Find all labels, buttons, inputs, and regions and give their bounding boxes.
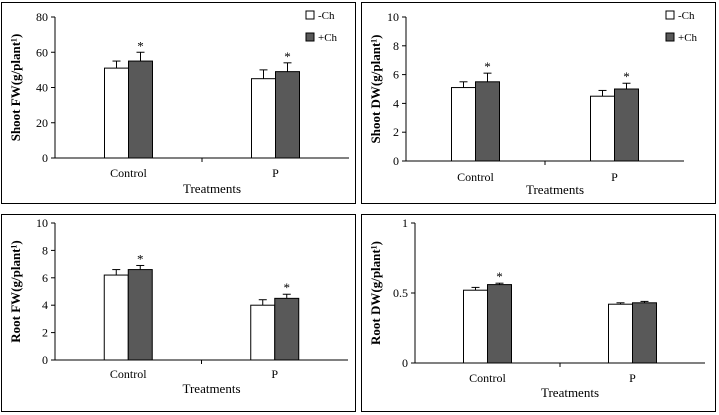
x-tick-label: P <box>611 170 618 184</box>
bar-minus-ch <box>251 78 276 159</box>
y-tick-label: 1 <box>402 216 408 230</box>
y-tick-label: 10 <box>387 10 399 24</box>
y-tick-label: 80 <box>36 10 48 24</box>
x-axis-title: Treatments <box>541 385 599 400</box>
y-axis-title: Shoot DW(g/plant¹) <box>368 35 383 144</box>
y-axis-title: Shoot FW(g/plant¹) <box>8 34 23 142</box>
bar-plus-ch <box>274 297 300 361</box>
legend-label-minus-ch: -Ch <box>318 10 335 22</box>
y-tick-label: 20 <box>36 116 48 130</box>
significance-asterisk: * <box>623 69 630 84</box>
legend-swatch-plus-ch <box>665 32 675 42</box>
bar-plus-ch <box>475 81 500 162</box>
legend-swatch-minus-ch <box>665 10 675 20</box>
y-tick-label: 0 <box>42 353 48 367</box>
chart-svg: 0 0.5 1 Control * P Treatments Root DW(g/plant¹… <box>368 216 705 400</box>
y-tick-label: 8 <box>393 39 399 53</box>
y-tick-label: 40 <box>36 81 48 95</box>
x-axis-title: Treatments <box>526 182 584 197</box>
significance-asterisk: * <box>496 269 503 284</box>
bar-minus-ch <box>104 67 129 159</box>
y-axis-title: Root DW(g/plant¹) <box>368 241 383 345</box>
x-tick-label: P <box>629 371 636 385</box>
legend-label-plus-ch: +Ch <box>678 32 698 44</box>
legend-swatch-plus-ch <box>305 32 315 42</box>
root-fw-chart-panel: 0 2 4 6 8 10 Control * P * Treatments Root FW(g/pla… <box>1 214 356 412</box>
y-tick-label: 4 <box>393 96 399 110</box>
bar-minus-ch <box>608 303 633 364</box>
significance-asterisk: * <box>284 280 291 295</box>
y-tick-label: 6 <box>393 68 399 82</box>
x-axis-title: Treatments <box>182 381 240 396</box>
x-tick-label: Control <box>457 170 494 184</box>
shoot-dw-chart-panel: 0 2 4 6 8 10 Control * P * Treatments Shoot DW(g/pl… <box>361 2 716 204</box>
root-dw-chart-panel: 0 0.5 1 Control * P Treatments Root DW(g/plant¹… <box>361 214 716 412</box>
bar-plus-ch <box>128 60 153 159</box>
significance-asterisk: * <box>137 251 144 266</box>
x-tick-label: P <box>272 166 279 180</box>
bar-plus-ch <box>275 71 300 159</box>
bar-plus-ch <box>127 269 153 361</box>
chart-svg: 0 20 40 60 80 Control * P * Treatments Shoot FW(g/… <box>8 10 349 196</box>
bar-minus-ch <box>451 87 476 162</box>
y-tick-label: 2 <box>393 125 399 139</box>
significance-asterisk: * <box>484 59 491 74</box>
shoot-fw-chart-panel: 0 20 40 60 80 Control * P * Treatments Shoot FW(g/… <box>1 2 356 204</box>
significance-asterisk: * <box>137 38 144 53</box>
bar-plus-ch <box>614 88 639 162</box>
y-tick-label: 0 <box>42 151 48 165</box>
y-tick-label: 10 <box>36 216 48 230</box>
bar-minus-ch <box>463 289 488 364</box>
bar-plus-ch <box>487 284 512 364</box>
y-tick-label: 6 <box>42 271 48 285</box>
y-tick-label: 0.5 <box>393 286 408 300</box>
bar-plus-ch <box>632 302 657 364</box>
y-tick-label: 2 <box>42 326 48 340</box>
bar-minus-ch <box>250 304 276 361</box>
significance-asterisk: * <box>284 49 291 64</box>
y-tick-label: 8 <box>42 243 48 257</box>
x-axis-title: Treatments <box>183 181 241 196</box>
legend-label-plus-ch: +Ch <box>318 32 338 44</box>
x-tick-label: Control <box>469 371 506 385</box>
legend-label-minus-ch: -Ch <box>678 10 695 22</box>
x-tick-label: Control <box>110 166 147 180</box>
x-tick-label: P <box>271 367 278 381</box>
y-tick-label: 0 <box>402 356 408 370</box>
x-tick-label: Control <box>110 367 147 381</box>
y-tick-label: 60 <box>36 45 48 59</box>
bar-minus-ch <box>590 95 615 162</box>
y-tick-label: 0 <box>393 154 399 168</box>
bar-minus-ch <box>103 274 129 361</box>
legend-swatch-minus-ch <box>305 10 315 20</box>
y-tick-label: 4 <box>42 298 48 312</box>
chart-svg: 0 2 4 6 8 10 Control * P * Treatments Shoot DW(g/pl… <box>368 10 698 197</box>
y-axis-title: Root FW(g/plant¹) <box>8 240 23 342</box>
chart-svg: 0 2 4 6 8 10 Control * P * Treatments Root FW(g/pla… <box>8 216 348 396</box>
